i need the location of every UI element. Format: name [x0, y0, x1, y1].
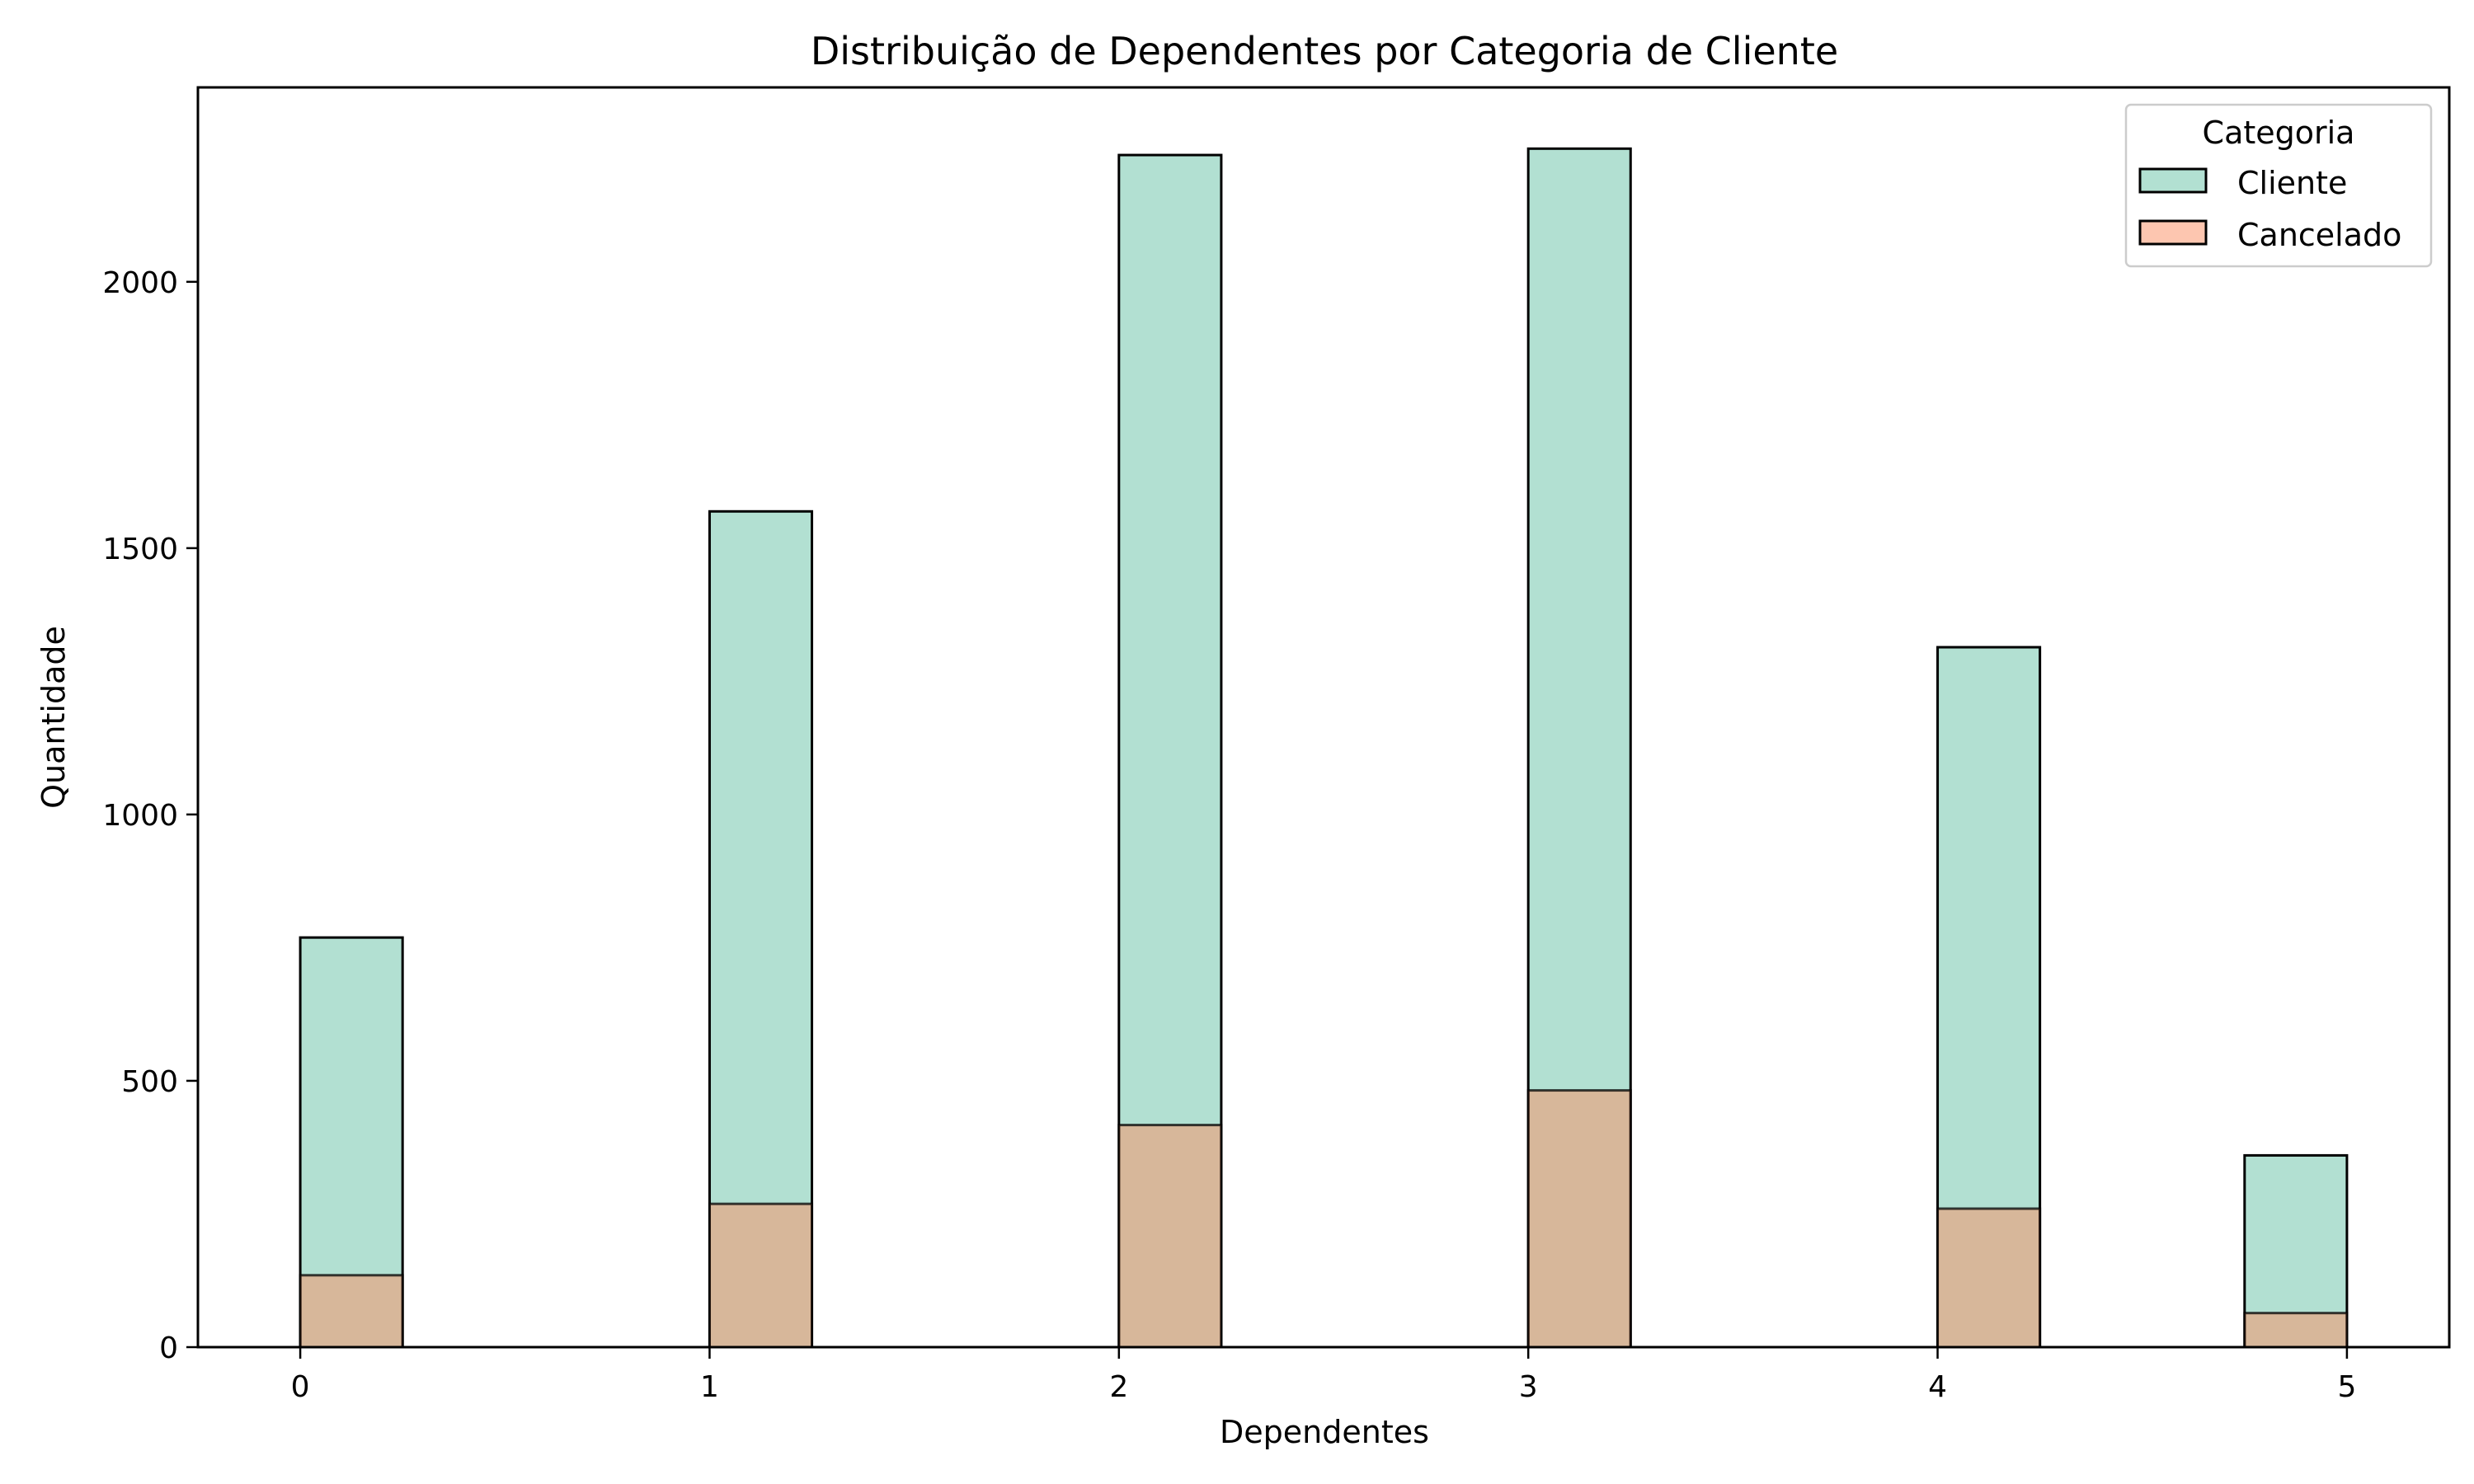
- y-tick-label: 1000: [102, 799, 178, 833]
- x-axis-label: Dependentes: [1220, 1414, 1429, 1450]
- legend-swatch-cancelado: [2138, 219, 2208, 246]
- y-tick-label: 2000: [102, 266, 178, 300]
- x-tick-label: 5: [2337, 1370, 2356, 1404]
- bar-cancelado-4: [1936, 1207, 2042, 1349]
- bar-cancelado-0: [299, 1274, 404, 1349]
- y-axis-label: Quantidade: [35, 626, 72, 809]
- legend: Categoria Cliente Cancelado: [2124, 103, 2433, 268]
- chart-title: Distribuição de Dependentes por Categori…: [811, 29, 1838, 73]
- legend-swatch-cliente: [2138, 167, 2208, 194]
- plot-frame: [196, 86, 2451, 1349]
- y-axis: 0 500 1000 1500 2000: [102, 266, 198, 1365]
- x-axis: 0 1 2 3 4 5: [291, 1347, 2356, 1404]
- x-tick-label: 1: [700, 1370, 719, 1404]
- legend-label-cliente: Cliente: [2237, 165, 2347, 201]
- bars-layer: [299, 147, 2349, 1349]
- y-tick-label: 500: [121, 1065, 178, 1099]
- y-tick-label: 1500: [102, 533, 178, 566]
- x-tick-label: 4: [1928, 1370, 1947, 1404]
- legend-label-cancelado: Cancelado: [2237, 217, 2401, 253]
- bar-cancelado-1: [708, 1202, 814, 1349]
- legend-title: Categoria: [2203, 115, 2355, 151]
- x-tick-label: 0: [291, 1370, 310, 1404]
- bar-cancelado-2: [1117, 1124, 1223, 1349]
- x-tick-label: 3: [1519, 1370, 1538, 1404]
- plot-area: [196, 86, 2451, 1349]
- y-tick-label: 0: [159, 1331, 178, 1365]
- x-tick-label: 2: [1109, 1370, 1128, 1404]
- bar-cancelado-5: [2243, 1312, 2349, 1349]
- bar-cancelado-3: [1526, 1089, 1632, 1349]
